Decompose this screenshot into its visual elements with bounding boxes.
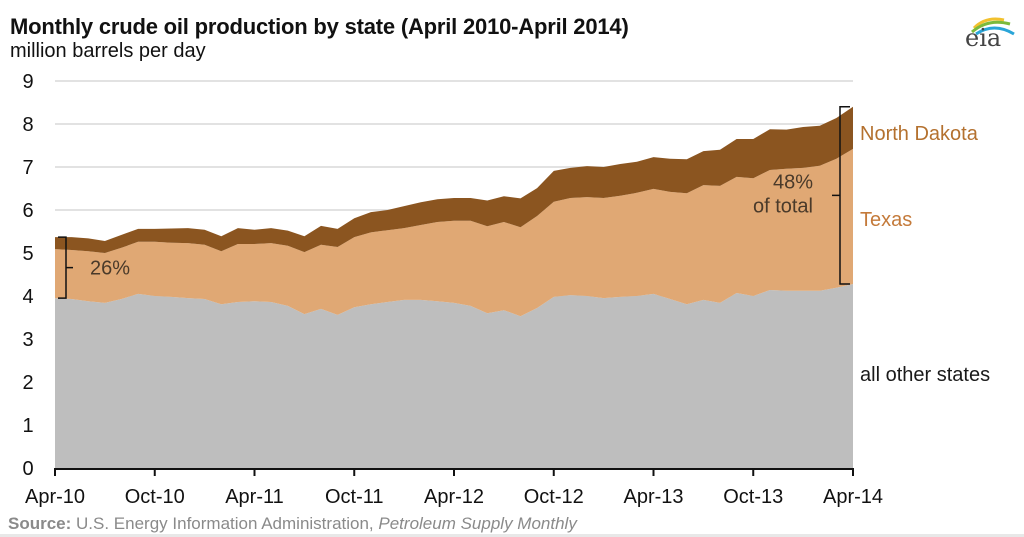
bottom-divider xyxy=(0,534,1024,537)
legend-texas: Texas xyxy=(860,209,912,231)
y-tick-label: 2 xyxy=(22,372,33,394)
y-tick-label: 9 xyxy=(22,71,33,93)
y-tick-label: 8 xyxy=(22,114,33,136)
x-tick-label: Oct-13 xyxy=(723,486,783,508)
source-text: U.S. Energy Information Administration, xyxy=(71,514,379,533)
legend: North Dakota Texas all other states xyxy=(860,123,990,386)
legend-all-other-states: all other states xyxy=(860,364,990,386)
chart-title: Monthly crude oil production by state (A… xyxy=(10,14,629,39)
bracket-26-percent xyxy=(58,236,73,299)
y-axis-unit-label: million barrels per day xyxy=(10,40,206,62)
y-axis-ticks: 0 1 2 3 4 5 6 7 8 9 xyxy=(22,71,33,480)
y-tick-label: 0 xyxy=(22,458,33,480)
x-axis-ticks: Apr-10 Oct-10 Apr-11 Oct-11 Apr-12 Oct-12 Apr-… xyxy=(25,468,883,508)
y-tick-label: 3 xyxy=(22,329,33,351)
x-tick-label: Apr-14 xyxy=(823,486,883,508)
area-texas xyxy=(55,148,853,317)
eia-logo-icon xyxy=(971,17,1015,36)
x-tick-label: Apr-13 xyxy=(623,486,683,508)
source-publication: Petroleum Supply Monthly xyxy=(378,514,577,533)
eia-logo-text: eia xyxy=(965,24,1002,52)
x-tick-label: Oct-12 xyxy=(524,486,584,508)
annotation-48-percent: 48% xyxy=(773,171,813,193)
source-label: Source: xyxy=(8,514,72,533)
y-tick-label: 7 xyxy=(22,157,33,179)
x-tick-label: Oct-10 xyxy=(125,486,185,508)
annotation-26-percent: 26% xyxy=(90,258,130,280)
annotations: 26% 48% of total xyxy=(58,106,850,299)
x-tick-label: Apr-11 xyxy=(225,486,284,508)
bracket-48-percent xyxy=(832,106,850,285)
annotation-of-total: of total xyxy=(753,195,813,217)
y-tick-label: 6 xyxy=(22,200,33,222)
legend-north-dakota: North Dakota xyxy=(860,123,979,145)
source-note: Source: U.S. Energy Information Administ… xyxy=(8,514,577,534)
x-tick-label: Apr-12 xyxy=(424,486,484,508)
area-all-other-states xyxy=(55,284,853,468)
area-series xyxy=(55,106,853,468)
area-north-dakota xyxy=(55,106,853,253)
x-tick-label: Apr-10 xyxy=(25,486,85,508)
y-tick-label: 1 xyxy=(22,415,33,437)
y-tick-label: 5 xyxy=(22,243,33,265)
x-tick-label: Oct-11 xyxy=(325,486,384,508)
y-tick-label: 4 xyxy=(22,286,33,308)
